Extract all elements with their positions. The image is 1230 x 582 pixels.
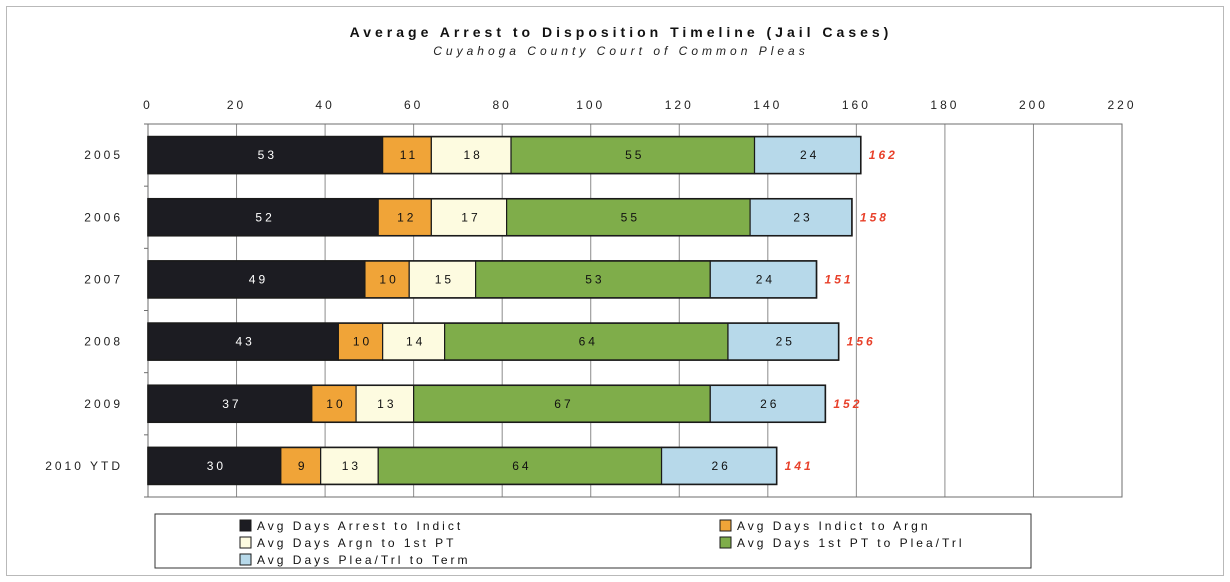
x-tick-label: 160 xyxy=(842,98,871,112)
legend-label: Avg Days Argn to 1st PT xyxy=(257,536,457,550)
bar-value-label: 55 xyxy=(621,210,640,224)
bar-total-label: 158 xyxy=(860,210,889,224)
x-tick-label: 0 xyxy=(143,98,153,112)
y-category-label: 2010 YTD xyxy=(45,459,123,473)
plot-area-border xyxy=(148,124,1122,497)
bar-value-label: 11 xyxy=(400,148,418,162)
bar-total-label: 156 xyxy=(847,335,876,349)
x-tick-label: 220 xyxy=(1107,98,1136,112)
bar-value-label: 67 xyxy=(554,397,573,411)
x-tick-label: 100 xyxy=(576,98,605,112)
bar-value-label: 10 xyxy=(353,335,372,349)
bar-value-label: 30 xyxy=(207,459,226,473)
x-tick-label: 120 xyxy=(665,98,694,112)
x-tick-label: 140 xyxy=(753,98,782,112)
bar-value-label: 17 xyxy=(461,210,480,224)
bar-total-label: 152 xyxy=(833,397,862,411)
legend-label: Avg Days Indict to Argn xyxy=(737,519,931,533)
x-tick-label: 60 xyxy=(404,98,423,112)
bar-value-label: 10 xyxy=(326,397,345,411)
bar-value-label: 24 xyxy=(756,272,775,286)
y-category-label: 2006 xyxy=(84,210,123,224)
y-category-label: 2007 xyxy=(84,272,123,286)
bar-value-label: 43 xyxy=(236,335,255,349)
legend: Avg Days Arrest to Indict Avg Days Indict… xyxy=(155,514,1031,568)
x-tick-label: 40 xyxy=(315,98,334,112)
legend-label: Avg Days Plea/Trl to Term xyxy=(257,553,471,567)
legend-swatch xyxy=(720,537,731,548)
legend-label: Avg Days Arrest to Indict xyxy=(257,519,463,533)
bar-value-label: 55 xyxy=(625,148,644,162)
bar-value-label: 64 xyxy=(579,335,598,349)
bar-value-label: 49 xyxy=(249,272,268,286)
bar-value-label: 23 xyxy=(793,210,812,224)
y-category-label: 2008 xyxy=(84,335,123,349)
bar-value-label: 37 xyxy=(222,397,241,411)
bar-total-label: 141 xyxy=(785,459,814,473)
bar-value-label: 18 xyxy=(464,148,483,162)
x-tick-label: 200 xyxy=(1019,98,1048,112)
bar-value-label: 53 xyxy=(258,148,277,162)
bar-value-label: 9 xyxy=(298,459,308,473)
bar-value-label: 26 xyxy=(711,459,730,473)
bar-total-label: 151 xyxy=(825,272,854,286)
bar-value-label: 24 xyxy=(800,148,819,162)
y-category-label: 2005 xyxy=(84,148,123,162)
bar-value-label: 14 xyxy=(406,335,425,349)
legend-swatch xyxy=(720,520,731,531)
bar-value-label: 64 xyxy=(512,459,531,473)
bar-value-label: 52 xyxy=(255,210,274,224)
bar-value-label: 10 xyxy=(379,272,398,286)
bar-value-label: 13 xyxy=(377,397,396,411)
x-tick-label: 20 xyxy=(227,98,246,112)
legend-label: Avg Days 1st PT to Plea/Trl xyxy=(737,536,965,550)
chart-title: Average Arrest to Disposition Timeline (… xyxy=(350,24,893,40)
legend-swatch xyxy=(240,537,251,548)
bar-value-label: 12 xyxy=(397,210,416,224)
bars: 53 11 18 55 24 162 52 12 17 55 23 158 49 10 15 53 24 151 4… xyxy=(148,137,898,485)
bar-value-label: 25 xyxy=(776,335,795,349)
bar-value-label: 26 xyxy=(760,397,779,411)
gridlines xyxy=(148,124,1122,497)
legend-swatch xyxy=(240,554,251,565)
bar-total-label: 162 xyxy=(869,148,898,162)
bar-value-label: 13 xyxy=(342,459,361,473)
chart-subtitle: Cuyahoga County Court of Common Pleas xyxy=(433,44,808,58)
x-tick-label: 80 xyxy=(493,98,512,112)
bar-value-label: 53 xyxy=(585,272,604,286)
y-category-label: 2009 xyxy=(84,397,123,411)
legend-swatch xyxy=(240,520,251,531)
x-tick-label: 180 xyxy=(930,98,959,112)
bar-value-label: 15 xyxy=(435,272,454,286)
